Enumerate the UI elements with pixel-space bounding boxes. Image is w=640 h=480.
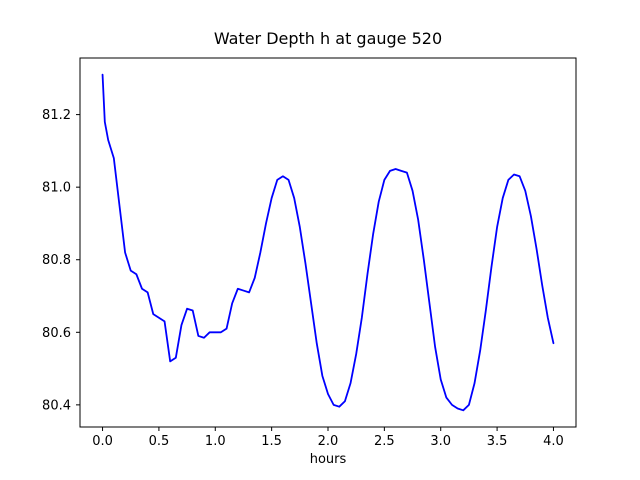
x-tick-label: 2.0 (318, 434, 339, 449)
x-tick-label: 3.5 (487, 434, 508, 449)
y-tick-label: 80.8 (42, 253, 71, 268)
x-axis-label: hours (310, 452, 347, 467)
x-tick-label: 1.5 (261, 434, 282, 449)
plot-area (80, 58, 576, 427)
x-tick-label: 2.5 (374, 434, 395, 449)
axes-spines (79, 57, 577, 428)
chart-title: Water Depth h at gauge 520 (214, 29, 442, 48)
data-line (101, 73, 555, 412)
x-tick-label: 1.0 (205, 434, 226, 449)
x-tick-label: 0.0 (92, 434, 113, 449)
y-tick-label: 80.6 (42, 326, 71, 341)
x-tick-label: 4.0 (543, 434, 564, 449)
y-tick-label: 80.4 (42, 398, 71, 413)
x-tick-label: 0.5 (149, 434, 170, 449)
x-tick-label: 3.0 (430, 434, 451, 449)
y-tick-label: 81.0 (42, 181, 71, 196)
y-tick-label: 81.2 (42, 108, 71, 123)
